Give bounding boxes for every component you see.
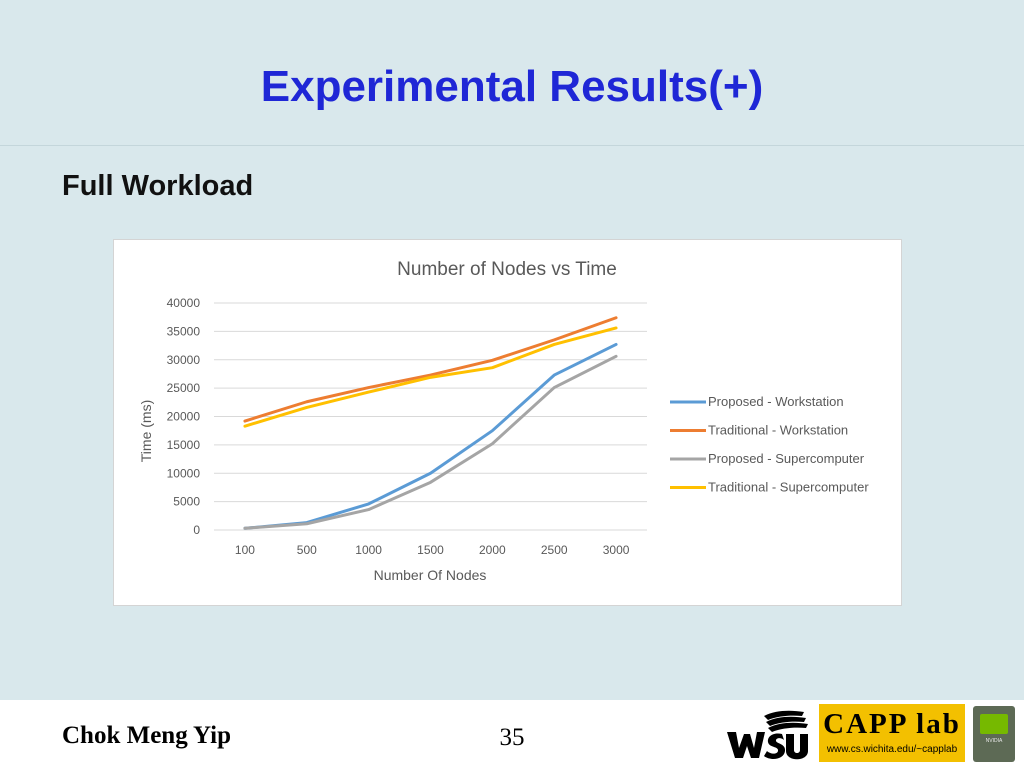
chart-title: Number of Nodes vs Time bbox=[397, 259, 617, 280]
x-tick-label: 100 bbox=[235, 543, 255, 557]
y-tick-label: 35000 bbox=[167, 324, 201, 338]
nvidia-logo-text: NVIDIA bbox=[985, 738, 1003, 744]
wsu-logo bbox=[724, 706, 810, 762]
legend-label: Proposed - Supercomputer bbox=[708, 451, 865, 466]
title-divider bbox=[0, 145, 1024, 146]
x-tick-label: 2000 bbox=[479, 543, 506, 557]
title-area bbox=[0, 0, 1024, 145]
y-tick-label: 15000 bbox=[167, 438, 201, 452]
slide-title: Experimental Results(+) bbox=[260, 62, 764, 111]
y-tick-label: 40000 bbox=[167, 296, 201, 310]
nvidia-logo: NVIDIA bbox=[973, 706, 1015, 762]
x-axis-ticks: 100 500 1000 1500 2000 2500 3000 bbox=[235, 543, 630, 557]
legend-label: Traditional - Workstation bbox=[708, 423, 848, 438]
x-tick-label: 500 bbox=[297, 543, 317, 557]
y-axis-ticks: 0 5000 10000 15000 20000 25000 30000 35000 40000 bbox=[167, 296, 201, 537]
x-axis-label: Number Of Nodes bbox=[374, 567, 487, 583]
series-line bbox=[243, 342, 618, 530]
line-chart: Number of Nodes vs Time 0 5000 10000 15000 2… bbox=[138, 259, 869, 583]
legend-label: Proposed - Workstation bbox=[708, 394, 844, 409]
series-line bbox=[243, 354, 618, 530]
legend-label: Traditional - Supercomputer bbox=[708, 480, 869, 495]
capp-lab-url: www.cs.wichita.edu/~capplab bbox=[826, 744, 958, 755]
y-tick-label: 5000 bbox=[173, 495, 200, 509]
series-line bbox=[243, 326, 618, 428]
y-tick-label: 20000 bbox=[167, 410, 201, 424]
capp-lab-logo-text: CAPP lab bbox=[823, 708, 961, 740]
y-tick-label: 10000 bbox=[167, 466, 201, 480]
author-name: Chok Meng Yip bbox=[62, 722, 232, 749]
y-axis-label: Time (ms) bbox=[138, 400, 154, 462]
x-tick-label: 1500 bbox=[417, 543, 444, 557]
capp-lab-logo: CAPP lab www.cs.wichita.edu/~capplab bbox=[819, 704, 965, 762]
chart-container: Number of Nodes vs Time 0 5000 10000 15000 2… bbox=[113, 239, 902, 606]
x-tick-label: 1000 bbox=[355, 543, 382, 557]
y-tick-label: 25000 bbox=[167, 381, 201, 395]
series-lines bbox=[243, 316, 618, 530]
series-line bbox=[243, 316, 618, 423]
page-number: 35 bbox=[499, 724, 525, 751]
x-tick-label: 3000 bbox=[603, 543, 630, 557]
slide-subtitle: Full Workload bbox=[62, 170, 254, 202]
nvidia-eye-icon bbox=[980, 714, 1008, 734]
y-tick-label: 30000 bbox=[167, 353, 201, 367]
y-tick-label: 0 bbox=[193, 523, 200, 537]
x-tick-label: 2500 bbox=[541, 543, 568, 557]
legend: Proposed - Workstation Traditional - Work… bbox=[670, 394, 869, 495]
wheat-shock-logo-icon bbox=[727, 710, 808, 760]
